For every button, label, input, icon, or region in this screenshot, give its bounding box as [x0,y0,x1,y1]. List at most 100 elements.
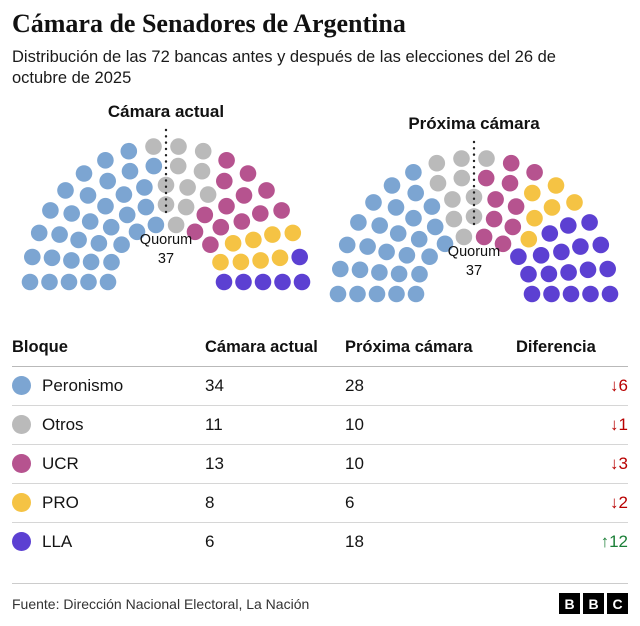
seat-dot [398,247,416,264]
cell-next-seats: 10 [345,405,516,446]
table-body: Peronismo 34 28 ↓6 Otros 11 10 ↓1 UCR 13 10 ↓3 PRO 8 6… [12,366,628,562]
cell-next-seats: 10 [345,444,516,485]
seat-dot [365,194,382,211]
chart-next-chamber: Próxima cámara Quorum 37 [322,114,626,308]
cell-bloque: Otros [12,405,205,446]
seat-dot [30,224,48,242]
seat-dot [113,236,130,254]
seat-dot [371,264,388,281]
seat-dot [80,273,97,291]
cell-next-seats: 6 [345,483,516,524]
seat-dot [167,216,185,234]
seat-dot [390,265,408,283]
header-camara-actual: Cámara actual [205,330,345,368]
seat-dot [410,231,428,248]
party-color-dot [12,454,31,474]
seat-dot [194,143,212,160]
seat-dot [42,202,59,219]
seat-dot [145,138,162,156]
seat-dot [258,182,275,199]
seat-dot [274,273,291,291]
chart-current-chamber: Cámara actual Quorum 37 [14,102,318,308]
party-name: Otros [42,415,84,435]
seats-current [21,138,311,291]
seat-dot [202,236,219,254]
seat-dot [350,214,367,231]
seat-dot [291,248,309,266]
table-row: PRO 8 6 ↓2 [12,483,628,524]
seat-dot [79,187,97,204]
page-title: Cámara de Senadores de Argentina [12,9,406,38]
hemicycle-next: Quorum 37 [329,140,619,303]
seat-dot [526,210,543,227]
seat-dot [383,177,401,194]
seat-dot [540,265,558,283]
cell-seat-difference: ↓3 [516,444,628,485]
quorum-value: 37 [158,251,174,267]
seat-dot [388,285,405,303]
seat-dot [572,238,589,256]
seat-dot [599,260,616,278]
seat-dot [254,273,272,291]
cell-seat-difference: ↓1 [516,405,628,446]
seat-dot [216,172,233,190]
cell-bloque: LLA [12,523,205,562]
bbc-logo-block: B [583,593,604,614]
cell-bloque: UCR [12,444,205,485]
seat-dot [526,164,543,181]
seat-dot [102,219,120,236]
party-color-dot [12,415,31,435]
seat-dot [57,182,74,199]
cell-current-seats: 13 [205,444,345,485]
seat-dot [218,198,235,215]
seat-dot [453,150,470,168]
seat-dot [293,273,311,291]
seat-dot [478,150,495,168]
bbc-logo-block: B [559,593,580,614]
seat-dot [475,228,493,246]
seat-dot [553,243,570,261]
seat-dot [147,216,165,234]
header-bloque: Bloque [12,330,205,368]
party-name: PRO [42,493,79,513]
seat-dot [411,266,428,283]
seat-dot [137,198,155,216]
seat-dot [215,273,233,291]
seat-dot [520,231,538,248]
bbc-logo: B B C [559,593,628,614]
seat-dot [121,163,139,180]
seat-dot [63,252,80,269]
seat-dot [436,235,454,253]
seat-dot [235,187,253,204]
seat-dot [245,231,262,249]
table-row: Peronismo 34 28 ↓6 [12,366,628,407]
seat-dot [218,152,235,169]
seat-dot [212,219,230,236]
seat-dot [103,254,120,271]
footer: Fuente: Dirección Nacional Electoral, La… [12,583,628,614]
seat-dot [264,226,281,244]
seat-dot [212,254,229,271]
seat-dot [170,138,187,156]
seat-dot [97,152,114,169]
chart-current-title: Cámara actual [107,102,225,122]
seat-dot [177,198,195,216]
seat-dot [579,261,597,279]
seat-dot [371,217,388,234]
seat-dot [502,155,520,172]
seat-dot [426,218,444,236]
seat-dot [115,186,133,204]
cell-next-seats: 28 [345,366,516,407]
seat-dot [90,235,108,252]
header-proxima-camara: Próxima cámara [345,330,516,368]
party-name: LLA [42,532,73,552]
seat-dot [351,261,369,279]
seat-dot [494,235,512,253]
cell-bloque: PRO [12,483,205,524]
seat-dot [97,198,114,215]
seat-dot [70,231,87,249]
seat-dot [329,285,347,303]
table-row: LLA 6 18 ↑12 [12,523,628,562]
cell-current-seats: 11 [205,405,345,446]
seat-dot [196,206,214,224]
